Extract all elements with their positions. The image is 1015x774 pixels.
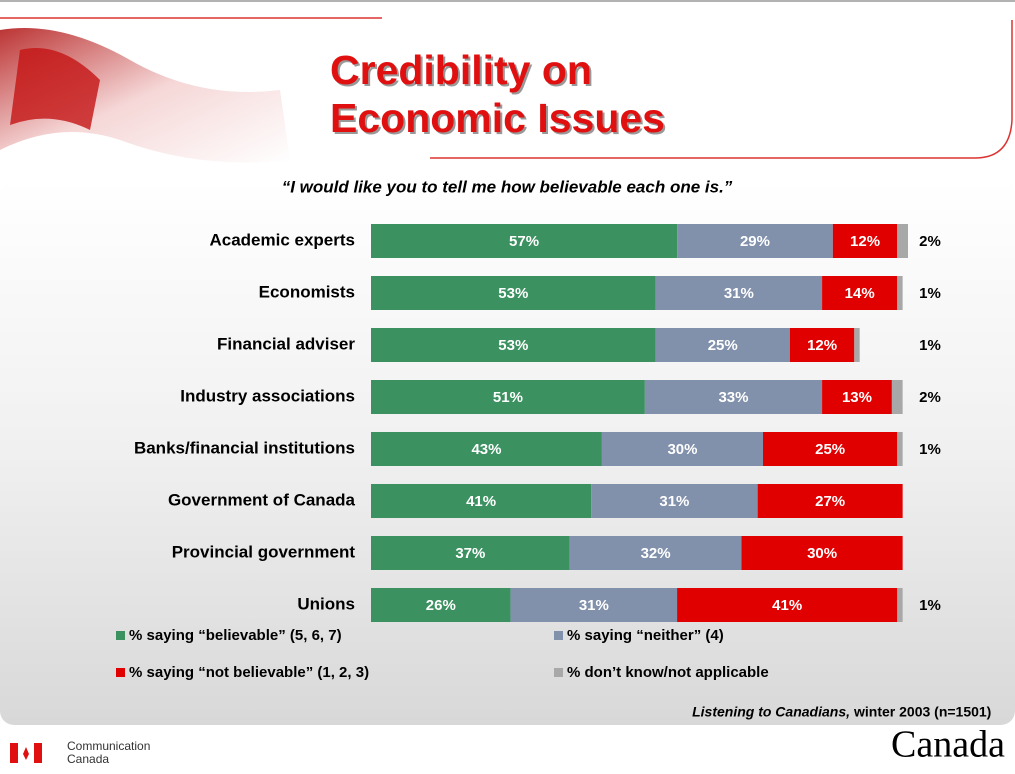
bar-segment — [854, 328, 860, 362]
value-label: 14% — [845, 285, 875, 302]
chart-title: Credibility on — [330, 47, 592, 93]
value-label: 1% — [919, 285, 941, 302]
bar-segment — [757, 484, 903, 518]
footer-flag — [10, 743, 42, 763]
value-label: 1% — [919, 597, 941, 614]
category-label: Academic experts — [209, 230, 355, 249]
bar-segment — [591, 484, 758, 518]
category-label: Provincial government — [172, 542, 356, 561]
chart-title: Economic Issues — [330, 95, 665, 141]
bar-segment — [371, 432, 602, 466]
value-label: 53% — [498, 285, 528, 302]
bar-segment — [822, 276, 898, 310]
bar-segment — [832, 224, 898, 258]
value-label: 1% — [919, 441, 941, 458]
category-label: Government of Canada — [168, 490, 356, 509]
bar-segment — [371, 276, 656, 310]
value-label: 57% — [509, 233, 539, 250]
value-label: 13% — [842, 389, 872, 406]
value-label: 32% — [641, 545, 671, 562]
legend-label: % saying “neither” (4) — [567, 627, 724, 644]
footer-org: Communication — [67, 739, 150, 753]
category-label: Industry associations — [180, 386, 355, 405]
value-label: 1% — [919, 337, 941, 354]
bar-segment — [371, 380, 645, 414]
legend-swatch — [116, 668, 125, 677]
bar-segment — [371, 328, 656, 362]
value-label: 51% — [493, 389, 523, 406]
bar-segment — [371, 224, 678, 258]
bar-segment — [371, 536, 570, 570]
deco-curve — [430, 20, 1013, 159]
footer-org: Canada — [67, 752, 109, 766]
bar-segment — [897, 432, 903, 466]
bar-segment — [789, 328, 855, 362]
title-shadow: Credibility on — [332, 49, 594, 95]
wordmark: Canada — [891, 724, 1005, 766]
bar-segment — [655, 328, 790, 362]
value-label: 30% — [667, 441, 697, 458]
value-label: 27% — [815, 493, 845, 510]
source-italic: Listening to Canadians, — [692, 704, 850, 720]
bar-segment — [510, 588, 678, 622]
bar-segment — [891, 380, 903, 414]
subtitle: “I would like you to tell me how believa… — [282, 177, 733, 196]
bar-segment — [655, 276, 823, 310]
value-label: 25% — [815, 441, 845, 458]
bar-segment — [569, 536, 742, 570]
value-label: 31% — [724, 285, 754, 302]
bar-segment — [897, 276, 903, 310]
category-label: Economists — [259, 282, 355, 301]
value-label: 41% — [772, 597, 802, 614]
value-label: 33% — [718, 389, 748, 406]
value-label: 29% — [740, 233, 770, 250]
bar-segment — [897, 588, 903, 622]
value-label: 12% — [807, 337, 837, 354]
legend-label: % saying “not believable” (1, 2, 3) — [129, 664, 369, 681]
legend-label: % don’t know/not applicable — [567, 664, 769, 681]
category-label: Financial adviser — [217, 334, 355, 353]
value-label: 37% — [455, 545, 485, 562]
legend-swatch — [554, 631, 563, 640]
value-label: 25% — [708, 337, 738, 354]
value-label: 26% — [426, 597, 456, 614]
bar-segment — [897, 224, 908, 258]
bar-segment — [741, 536, 903, 570]
value-label: 31% — [659, 493, 689, 510]
bar-segment — [763, 432, 898, 466]
category-label: Banks/financial institutions — [134, 438, 355, 457]
value-label: 2% — [919, 233, 941, 250]
title-shadow: Economic Issues — [332, 97, 667, 143]
legend-swatch — [554, 668, 563, 677]
bar-segment — [371, 484, 592, 518]
value-label: 43% — [471, 441, 501, 458]
bar-segment — [601, 432, 764, 466]
bar-segment — [677, 224, 833, 258]
bar-segment — [822, 380, 892, 414]
value-label: 41% — [466, 493, 496, 510]
legend-label: % saying “believable” (5, 6, 7) — [129, 627, 342, 644]
value-label: 12% — [850, 233, 880, 250]
source: winter 2003 (n=1501) — [853, 704, 991, 720]
legend-swatch — [116, 631, 125, 640]
bar-segment — [644, 380, 823, 414]
value-label: 31% — [579, 597, 609, 614]
value-label: 53% — [498, 337, 528, 354]
bar-segment — [371, 588, 511, 622]
value-label: 2% — [919, 389, 941, 406]
bar-segment — [677, 588, 898, 622]
category-label: Unions — [297, 594, 355, 613]
value-label: 30% — [807, 545, 837, 562]
flag-image-red — [10, 48, 100, 130]
